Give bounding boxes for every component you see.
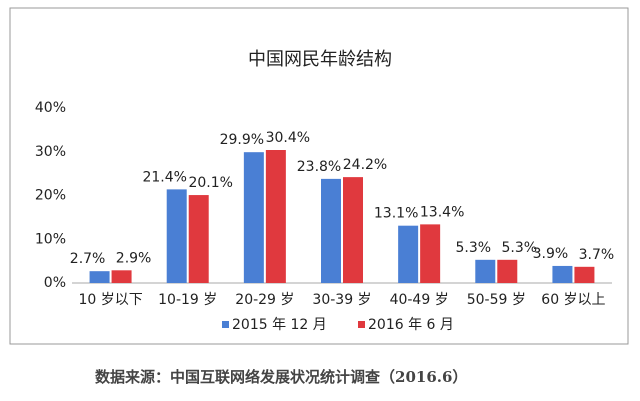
value-label: 2.7% — [70, 251, 106, 267]
x-tick-label: 50-59 岁 — [467, 292, 526, 308]
y-tick-label: 0% — [44, 275, 66, 291]
y-tick-label: 40% — [35, 100, 66, 116]
chart-frame — [9, 7, 629, 345]
source-note: 数据来源：中国互联网络发展状况统计调查（2016.6） — [95, 368, 467, 386]
bar — [475, 259, 496, 283]
bar — [497, 259, 518, 283]
bar — [343, 177, 363, 283]
x-tick-label: 10-19 岁 — [158, 292, 217, 308]
value-label: 5.3% — [455, 240, 491, 256]
bar — [89, 271, 110, 283]
value-label: 2.9% — [116, 250, 152, 266]
value-label: 3.7% — [579, 247, 615, 263]
y-tick-label: 30% — [35, 144, 66, 160]
legend-swatch — [358, 321, 365, 328]
value-label: 13.4% — [420, 204, 464, 220]
chart-title: 中国网民年龄结构 — [248, 49, 392, 70]
value-label: 5.3% — [501, 240, 537, 256]
bar — [166, 189, 187, 283]
legend-label: 2015 年 12 月 — [232, 317, 327, 333]
y-tick-label: 20% — [35, 188, 66, 204]
bar — [111, 270, 132, 283]
value-label: 23.8% — [297, 159, 341, 175]
x-tick-label: 20-29 岁 — [235, 292, 294, 308]
value-label: 24.2% — [343, 157, 387, 173]
bar — [265, 150, 286, 283]
value-label: 3.9% — [533, 246, 569, 262]
legend-swatch — [222, 321, 229, 328]
value-label: 21.4% — [142, 169, 186, 185]
bar — [398, 225, 419, 283]
x-tick-label: 60 岁以上 — [541, 292, 605, 308]
value-label: 20.1% — [188, 175, 232, 191]
y-tick-label: 10% — [35, 231, 66, 247]
value-label: 13.1% — [374, 206, 418, 222]
x-tick-label: 10 岁以下 — [78, 292, 142, 308]
legend-label: 2016 年 6 月 — [368, 317, 454, 333]
value-label: 29.9% — [220, 132, 264, 148]
bar — [243, 152, 264, 283]
x-tick-label: 30-39 岁 — [312, 292, 371, 308]
bar — [420, 224, 441, 283]
x-tick-label: 40-49 岁 — [390, 292, 449, 308]
bar — [574, 266, 595, 283]
value-label: 30.4% — [266, 130, 310, 146]
bar — [188, 195, 209, 283]
bar — [321, 178, 341, 283]
bar — [552, 265, 573, 283]
